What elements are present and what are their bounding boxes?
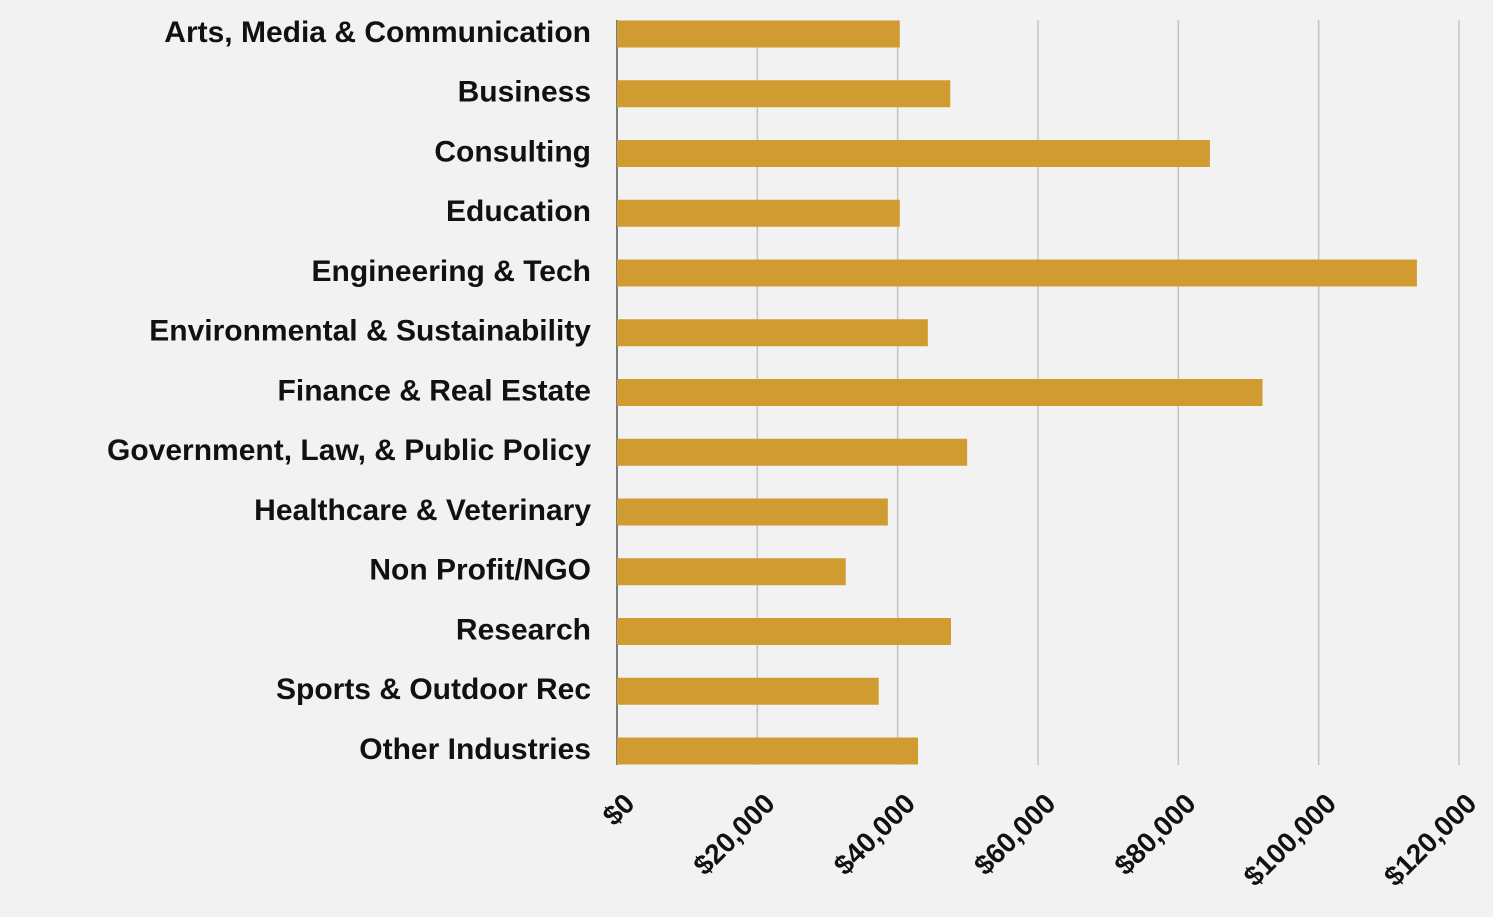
y-tick-label: Research	[456, 613, 591, 646]
bar	[617, 80, 951, 108]
y-tick-label: Engineering & Tech	[312, 255, 591, 288]
bar	[617, 199, 900, 227]
y-tick-label: Business	[458, 76, 591, 109]
y-tick-label: Healthcare & Veterinary	[254, 494, 591, 527]
bar	[617, 498, 888, 526]
bar	[617, 618, 951, 645]
bar	[617, 737, 919, 765]
bar	[617, 319, 928, 347]
y-tick-label: Consulting	[434, 135, 591, 168]
bar	[617, 259, 1417, 287]
y-tick-label: Other Industries	[359, 733, 591, 766]
y-tick-label: Government, Law, & Public Policy	[107, 434, 591, 467]
bar	[617, 20, 900, 48]
bar	[617, 438, 968, 466]
y-tick-label: Education	[446, 195, 591, 228]
bar	[617, 379, 1263, 406]
y-tick-label: Non Profit/NGO	[369, 554, 591, 587]
y-tick-label: Finance & Real Estate	[278, 374, 591, 407]
y-tick-label: Arts, Media & Communication	[164, 16, 591, 49]
y-tick-label: Sports & Outdoor Rec	[276, 673, 591, 706]
y-tick-label: Environmental & Sustainability	[149, 315, 591, 348]
bar	[617, 558, 846, 586]
bar	[617, 140, 1210, 167]
bar	[617, 677, 879, 705]
